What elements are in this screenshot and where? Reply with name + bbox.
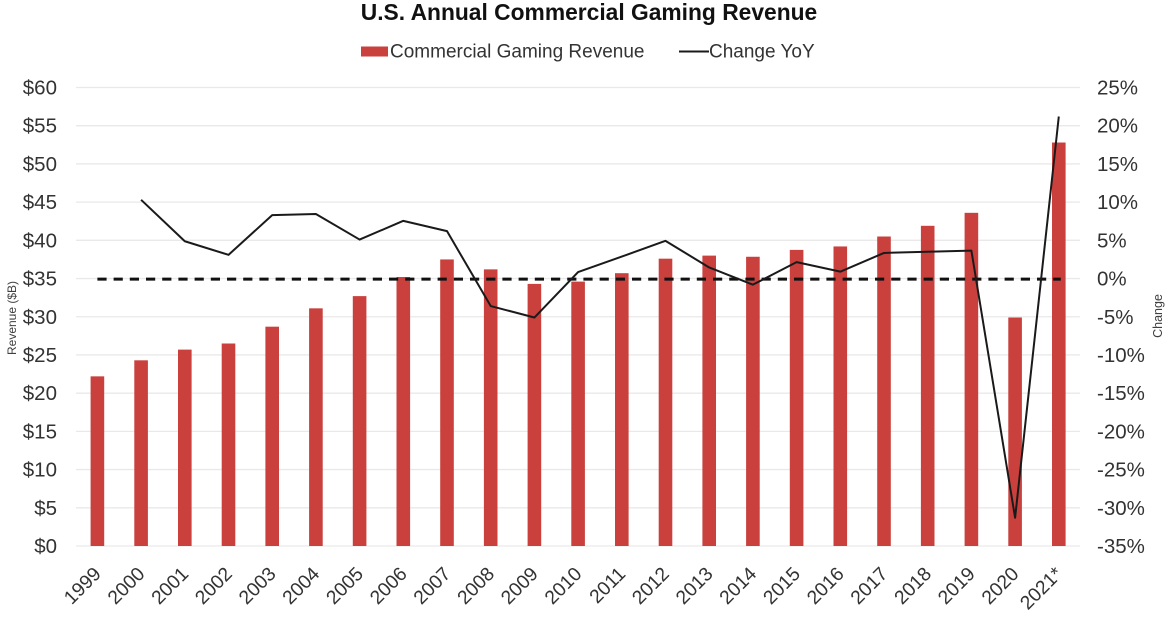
svg-text:5%: 5% [1097,229,1127,252]
svg-text:-20%: -20% [1097,420,1145,443]
svg-text:-30%: -30% [1097,497,1145,520]
svg-text:$30: $30 [23,306,57,329]
svg-text:-5%: -5% [1097,306,1133,329]
svg-text:15%: 15% [1097,153,1138,176]
svg-text:$55: $55 [23,115,57,138]
svg-text:-15%: -15% [1097,382,1145,405]
svg-text:20%: 20% [1097,115,1138,138]
svg-text:$15: $15 [23,420,57,443]
svg-text:$25: $25 [23,344,57,367]
svg-text:$45: $45 [23,191,57,214]
svg-text:-10%: -10% [1097,344,1145,367]
svg-text:$35: $35 [23,268,57,291]
svg-text:$50: $50 [23,153,57,176]
svg-text:25%: 25% [1097,77,1138,100]
svg-text:Change: Change [1151,294,1165,338]
svg-text:$5: $5 [34,497,57,520]
svg-text:$20: $20 [23,382,57,405]
svg-text:$0: $0 [34,535,57,558]
svg-text:$40: $40 [23,229,57,252]
svg-text:0%: 0% [1097,268,1127,291]
svg-text:-25%: -25% [1097,459,1145,482]
svg-text:Commercial Gaming Revenue: Commercial Gaming Revenue [390,42,645,63]
svg-text:Revenue ($B): Revenue ($B) [5,281,19,355]
svg-text:Change YoY: Change YoY [709,42,815,63]
svg-text:$60: $60 [23,77,57,100]
svg-text:$10: $10 [23,459,57,482]
svg-text:U.S. Annual Commercial Gaming: U.S. Annual Commercial Gaming Revenue [361,0,817,25]
svg-text:10%: 10% [1097,191,1138,214]
svg-text:-35%: -35% [1097,535,1145,558]
